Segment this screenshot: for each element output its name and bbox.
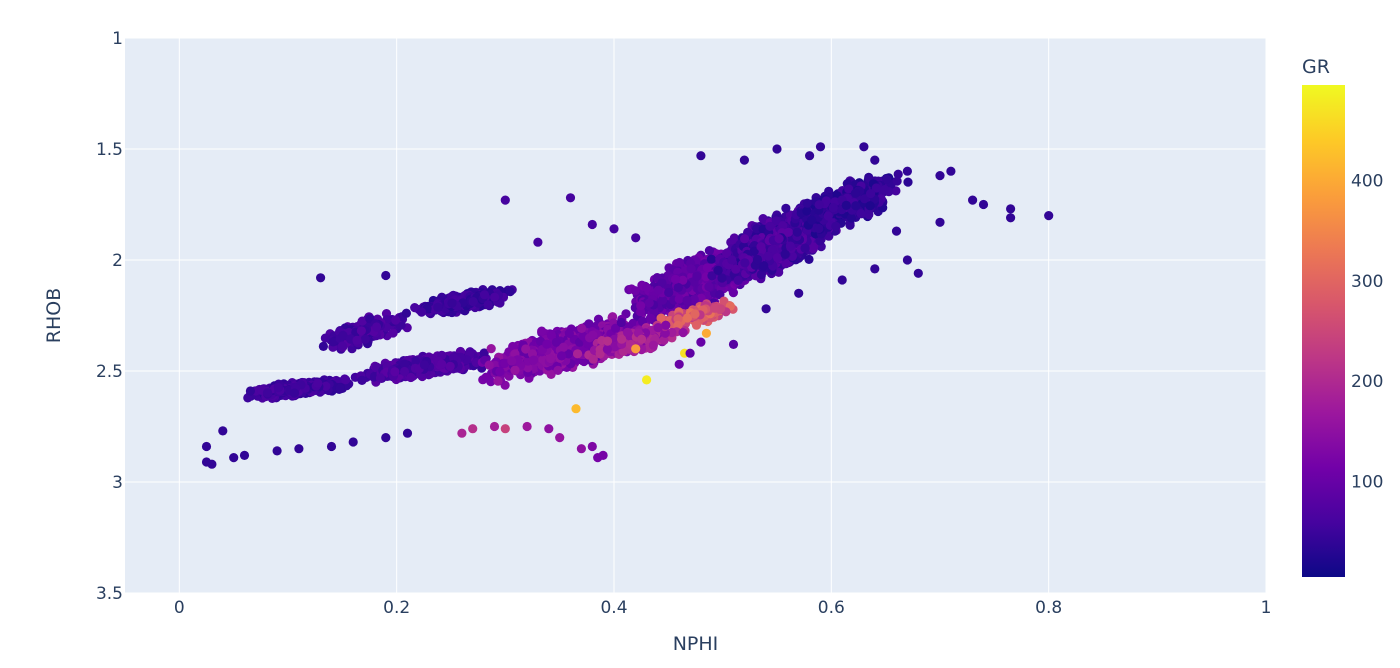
data-point xyxy=(390,367,399,376)
data-point xyxy=(372,322,381,331)
data-point xyxy=(341,375,350,384)
data-point xyxy=(495,367,504,376)
data-point xyxy=(577,324,586,333)
data-point xyxy=(588,331,597,340)
data-point xyxy=(553,366,562,375)
data-point xyxy=(447,299,456,308)
data-point xyxy=(482,373,491,382)
data-point xyxy=(402,309,411,318)
data-point xyxy=(529,356,538,365)
data-point xyxy=(546,354,555,363)
data-point xyxy=(246,386,255,395)
data-point xyxy=(490,293,499,302)
data-point xyxy=(290,389,299,398)
data-point xyxy=(469,297,478,306)
data-point xyxy=(484,300,493,309)
data-point xyxy=(352,336,361,345)
data-point xyxy=(357,326,366,335)
data-point xyxy=(446,362,455,371)
data-point xyxy=(729,288,738,297)
data-point xyxy=(357,376,366,385)
data-point xyxy=(433,303,442,312)
data-point xyxy=(417,308,426,317)
data-point xyxy=(420,360,429,369)
data-point xyxy=(487,344,496,353)
data-point xyxy=(336,384,345,393)
data-point xyxy=(376,373,385,382)
data-point xyxy=(338,341,347,350)
data-point xyxy=(565,329,574,338)
data-point xyxy=(493,377,502,386)
data-point xyxy=(480,290,489,299)
data-point xyxy=(263,388,272,397)
data-point xyxy=(274,383,283,392)
data-point xyxy=(437,360,446,369)
data-point xyxy=(559,343,568,352)
data-point xyxy=(400,367,409,376)
data-point xyxy=(319,342,328,351)
data-point xyxy=(361,335,370,344)
data-point xyxy=(510,366,519,375)
data-point xyxy=(485,361,494,370)
data-point xyxy=(542,340,551,349)
data-point xyxy=(313,379,322,388)
data-point xyxy=(557,351,566,360)
data-point xyxy=(537,327,546,336)
data-point xyxy=(507,356,516,365)
data-point xyxy=(506,287,515,296)
data-point xyxy=(391,316,400,325)
